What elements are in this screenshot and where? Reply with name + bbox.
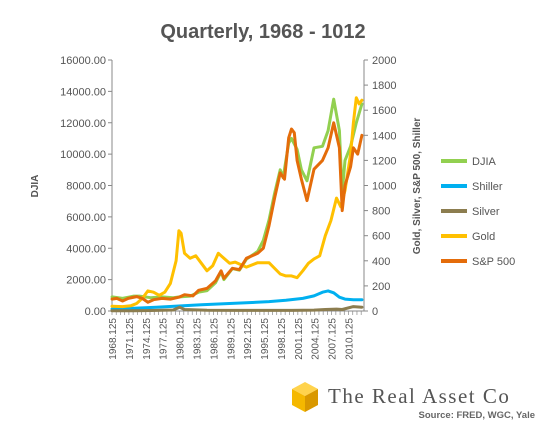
branding: The Real Asset Co Source: FRED, WGC, Yal… — [290, 378, 545, 430]
right-tick-label: 800 — [372, 206, 390, 218]
chart-title: Quarterly, 1968 - 1012 — [160, 21, 365, 43]
series-layer — [110, 96, 364, 313]
x-tick-label: 1995.125 — [260, 318, 271, 360]
x-tick-label: 1974.125 — [142, 318, 153, 360]
x-tick-label: 2004.125 — [311, 318, 322, 360]
right-tick-label: 200 — [372, 281, 390, 293]
axes: 0.00 2000.00 4000.00 6000.00 8000.00 10000.00… — [60, 55, 396, 360]
right-tick-label: 400 — [372, 256, 390, 268]
right-tick-label: 1800 — [372, 80, 396, 92]
legend-label-silver: Silver — [472, 206, 500, 218]
legend: DJIA Shiller Silver Gold S&P 500 — [441, 156, 515, 268]
right-tick-label: 1400 — [372, 130, 396, 142]
series-line-gold — [110, 96, 364, 309]
right-tick-label: 1200 — [372, 155, 396, 167]
left-tick-label: 4000.00 — [66, 243, 106, 255]
x-tick-label: 1992.125 — [243, 318, 254, 360]
series-line-silver — [110, 305, 364, 313]
right-tick-label: 0 — [372, 306, 378, 318]
legend-label-gold: Gold — [472, 231, 495, 243]
gold-cube-logo-icon — [292, 382, 318, 412]
left-tick-label: 16000.00 — [60, 55, 106, 67]
right-tick-label: 600 — [372, 231, 390, 243]
company-name: The Real Asset Co — [328, 384, 511, 408]
right-tick-label: 1600 — [372, 105, 396, 117]
source-note: Source: FRED, WGC, Yale — [418, 410, 536, 421]
left-tick-label: 14000.00 — [60, 86, 106, 98]
left-tick-label: 8000.00 — [66, 181, 106, 193]
right-tick-label: 1000 — [372, 181, 396, 193]
left-tick-label: 0.00 — [85, 306, 106, 318]
left-tick-label: 12000.00 — [60, 118, 106, 130]
series-line-shiller — [110, 289, 364, 311]
x-tick-label: 1998.125 — [277, 318, 288, 360]
legend-label-s-p-500: S&P 500 — [472, 256, 515, 268]
x-tick-label: 2007.125 — [328, 318, 339, 360]
x-tick-label: 1977.125 — [159, 318, 170, 360]
x-tick-label: 1980.125 — [176, 318, 187, 360]
left-tick-label: 6000.00 — [66, 212, 106, 224]
x-tick-label: 2010.125 — [345, 318, 356, 360]
left-axis-label: DJIA — [30, 175, 41, 198]
series-line-s-p-500 — [110, 121, 364, 304]
x-tick-label: 1989.125 — [226, 318, 237, 360]
x-tick-label: 1968.125 — [108, 318, 119, 360]
x-tick-label: 1983.125 — [192, 318, 203, 360]
right-axis-label: Gold, Silver, S&P 500, Shiller — [412, 118, 423, 255]
x-tick-label: 2001.125 — [294, 318, 305, 360]
right-tick-label: 2000 — [372, 55, 396, 67]
legend-label-djia: DJIA — [472, 156, 497, 168]
x-tick-label: 1986.125 — [209, 318, 220, 360]
left-tick-label: 2000.00 — [66, 275, 106, 287]
left-tick-label: 10000.00 — [60, 149, 106, 161]
x-tick-label: 1971.125 — [125, 318, 136, 360]
legend-label-shiller: Shiller — [472, 181, 503, 193]
